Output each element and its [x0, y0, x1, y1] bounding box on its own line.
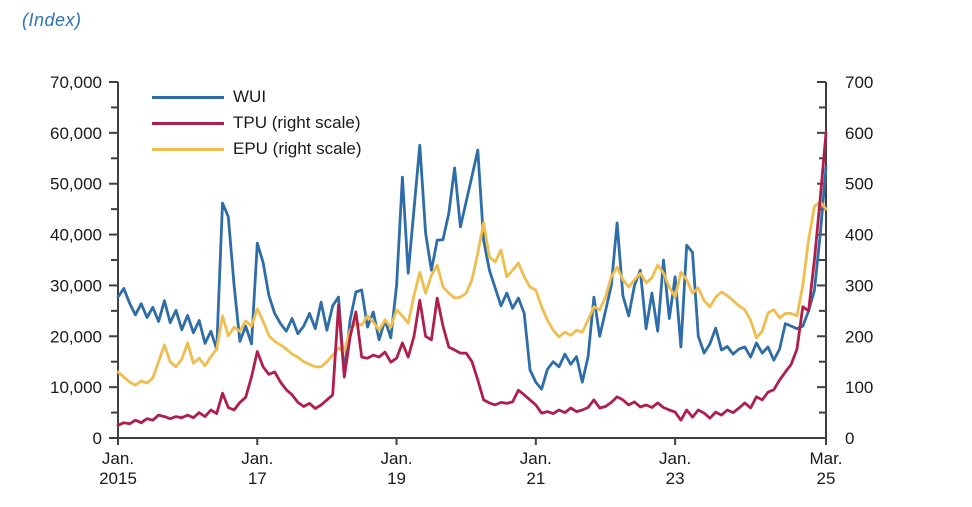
y-axis-label-left: 0: [93, 429, 102, 448]
series-line-epu: [116, 200, 828, 387]
legend-label-wui: WUI: [233, 87, 267, 106]
x-axis-label: Jan.: [380, 449, 412, 468]
x-axis-label: Jan.: [659, 449, 691, 468]
x-axis-label: Jan.: [102, 449, 134, 468]
y-axis-label-left: 70,000: [50, 73, 102, 92]
epu-line-swatch: [152, 147, 224, 151]
y-axis-label-left: 30,000: [50, 276, 102, 295]
y-axis-label-left: 60,000: [50, 124, 102, 143]
y-axis-label-left: 20,000: [50, 327, 102, 346]
y-axis-label-right: 700: [845, 73, 873, 92]
legend-item-wui: WUI: [152, 84, 361, 110]
x-axis-label: 2015: [99, 469, 137, 488]
legend: WUI TPU (right scale) EPU (right scale): [152, 84, 361, 162]
series-line-tpu: [116, 131, 828, 427]
tpu-line-swatch: [152, 121, 224, 125]
y-axis-label-right: 200: [845, 327, 873, 346]
wui-line-swatch: [152, 95, 224, 99]
y-axis-label-right: 600: [845, 124, 873, 143]
series-line-wui: [116, 143, 828, 391]
y-axis-label-right: 300: [845, 276, 873, 295]
x-axis-label: Mar.: [809, 449, 842, 468]
y-axis-label-right: 500: [845, 175, 873, 194]
x-axis-label: 19: [387, 469, 406, 488]
x-axis-label: 25: [817, 469, 836, 488]
x-axis-label: 23: [666, 469, 685, 488]
legend-item-epu: EPU (right scale): [152, 136, 361, 162]
x-axis-label: 17: [248, 469, 267, 488]
legend-label-epu: EPU (right scale): [233, 139, 362, 158]
y-axis-label-right: 0: [845, 429, 854, 448]
x-axis-label: Jan.: [520, 449, 552, 468]
y-axis-label-right: 400: [845, 226, 873, 245]
y-axis-label-left: 50,000: [50, 175, 102, 194]
y-axis-label-left: 40,000: [50, 226, 102, 245]
legend-label-tpu: TPU (right scale): [233, 113, 361, 132]
y-axis-label-left: 10,000: [50, 378, 102, 397]
legend-item-tpu: TPU (right scale): [152, 110, 361, 136]
x-axis-label: 21: [526, 469, 545, 488]
x-axis-label: Jan.: [241, 449, 273, 468]
y-axis-label-right: 100: [845, 378, 873, 397]
axis-unit-label: (Index): [22, 10, 82, 30]
